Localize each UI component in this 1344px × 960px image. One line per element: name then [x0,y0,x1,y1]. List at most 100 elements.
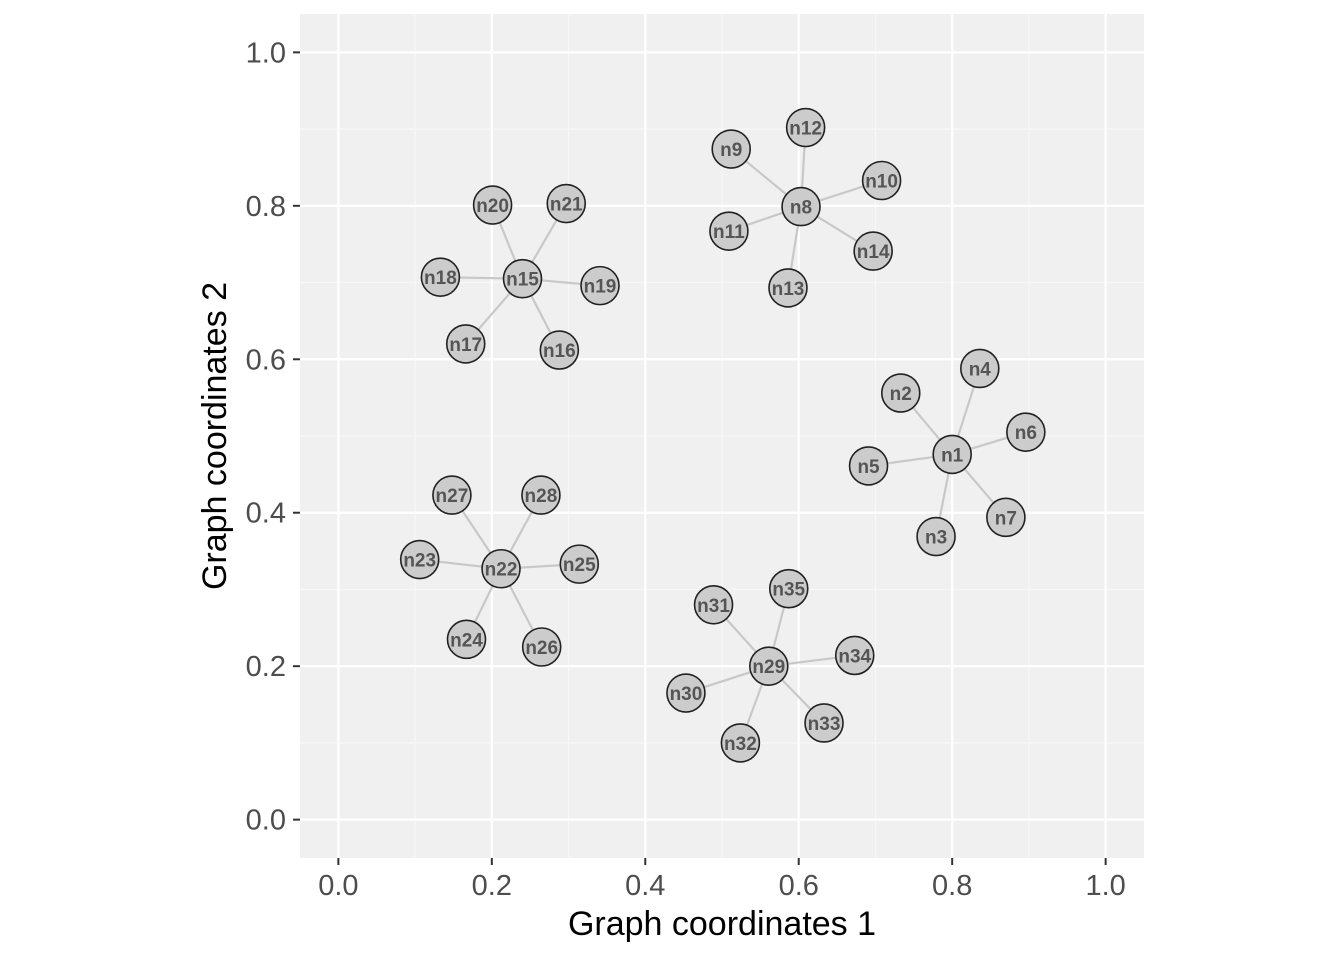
node-label: n16 [543,341,576,362]
node-n15: n15 [502,258,543,299]
node-circle [666,673,706,713]
node-circle [986,497,1026,538]
node-circle [880,373,921,413]
node-circle [768,268,808,308]
node-circle [711,129,752,169]
node-n23: n23 [399,539,440,580]
node-n6: n6 [1006,412,1046,452]
node-n1: n1 [932,434,972,475]
node-n22: n22 [481,548,521,589]
node-n34: n34 [834,635,875,676]
node-label: n28 [525,486,558,507]
node-label: n2 [890,384,912,405]
node-label: n35 [772,580,805,601]
node-label: n30 [670,684,703,705]
y-tick-label: 0.0 [246,805,286,837]
node-circle [781,186,821,227]
node-circle [804,703,844,743]
node-n29: n29 [749,646,789,686]
node-n5: n5 [848,446,889,486]
node-circle [502,258,543,299]
node-n33: n33 [804,703,844,743]
node-label: n8 [790,198,812,219]
x-tick-label: 1.0 [1085,870,1125,902]
node-label: n32 [724,734,757,755]
node-label: n25 [563,555,596,576]
x-tick-label: 0.6 [779,870,819,902]
x-axis-title: Graph coordinates 1 [568,905,876,943]
node-label: n6 [1015,423,1037,444]
node-circle [445,324,486,364]
node-n24: n24 [446,619,487,660]
nodes: n1 n2 n3 n4 n5 n6 n7 n8 n9 n10 n11 n12 n13 n14 n15 n16 n… [399,107,1046,763]
node-n7: n7 [986,497,1026,538]
node-label: n31 [697,596,730,617]
node-label: n21 [550,195,583,216]
node-circle [1006,412,1046,452]
node-label: n11 [713,222,745,243]
node-label: n7 [995,508,1017,529]
node-n19: n19 [580,265,620,306]
node-n4: n4 [960,348,1000,389]
node-label: n20 [476,196,509,217]
node-circle [559,544,600,584]
x-tick-label: 0.8 [932,870,972,902]
node-label: n1 [941,445,964,466]
node-circle [546,183,587,224]
node-circle [720,723,761,763]
node-label: n9 [720,140,742,161]
node-n35: n35 [768,568,809,609]
node-n20: n20 [472,185,513,225]
node-circle [853,231,893,271]
node-label: n29 [752,657,785,678]
y-tick-label: 0.8 [246,191,286,223]
node-n32: n32 [720,723,761,763]
node-label: n3 [925,528,947,549]
node-label: n19 [584,277,617,298]
node-circle [785,107,826,148]
node-label: n10 [865,171,898,192]
node-circle [521,627,562,667]
node-label: n34 [838,646,871,667]
node-circle [432,475,472,515]
node-n31: n31 [693,584,734,625]
y-tick-label: 0.4 [246,498,286,530]
node-n2: n2 [880,373,921,413]
node-n10: n10 [861,160,902,201]
node-label: n27 [436,486,469,507]
node-label: n22 [485,560,518,581]
node-circle [916,516,956,557]
y-tick-label: 1.0 [246,37,286,69]
node-circle [539,330,580,370]
node-n27: n27 [432,475,472,515]
node-label: n23 [403,551,436,572]
axes: 0.0 0.2 0.4 0.6 0.8 1.0 0.0 0.2 0.4 0.6 0.8 1.0 [246,37,1126,902]
node-circle [580,265,620,306]
y-tick-label: 0.6 [246,344,286,376]
node-label: n5 [857,457,880,478]
node-circle [399,539,440,580]
node-n17: n17 [445,324,486,364]
node-label: n17 [449,335,482,356]
node-circle [420,257,461,297]
node-circle [834,635,875,676]
node-label: n14 [857,242,890,263]
node-circle [749,646,789,686]
y-axis-title: Graph coordinates 2 [196,282,234,590]
node-circle [861,160,902,201]
node-n11: n11 [709,211,749,251]
node-n26: n26 [521,627,562,667]
node-label: n24 [450,630,483,651]
node-circle [446,619,487,660]
node-n16: n16 [539,330,580,370]
node-label: n13 [772,279,805,300]
node-circle [521,475,561,515]
node-n8: n8 [781,186,821,227]
x-tick-label: 0.4 [625,870,665,902]
node-n14: n14 [853,231,893,271]
node-n25: n25 [559,544,600,584]
node-circle [960,348,1000,389]
node-n30: n30 [666,673,706,713]
node-n13: n13 [768,268,808,308]
